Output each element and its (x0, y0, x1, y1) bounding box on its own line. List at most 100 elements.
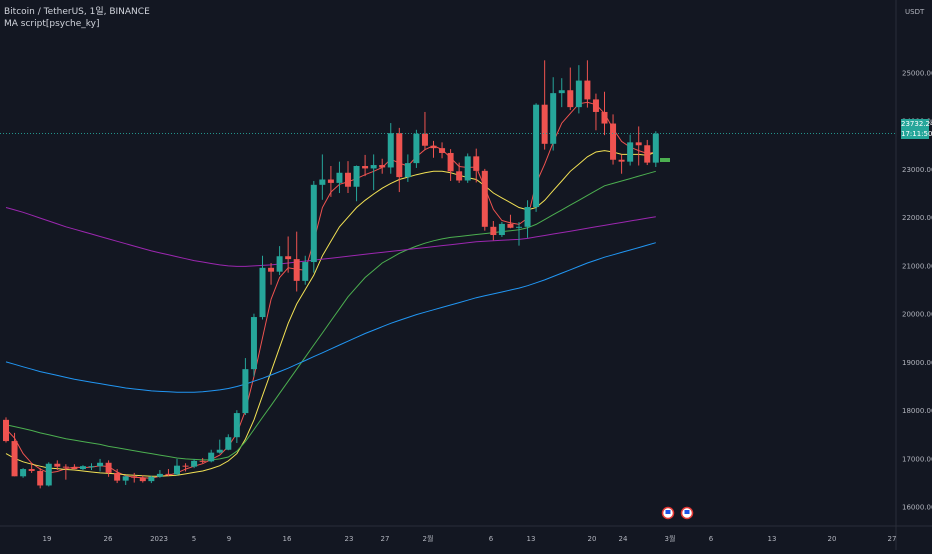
candle-body (285, 256, 292, 260)
candle-body (490, 226, 497, 236)
candle (524, 200, 531, 238)
candle-body (507, 223, 514, 228)
candle-body (293, 259, 300, 281)
moving-averages (5, 101, 656, 479)
candle-body (276, 256, 283, 272)
time-tick-label: 2월 (423, 534, 434, 543)
candle (11, 432, 18, 477)
candle-body (131, 476, 138, 478)
candle-body (575, 80, 582, 108)
candle (242, 358, 249, 416)
time-tick-label: 6 (489, 535, 494, 543)
ma-line-0 (5, 101, 656, 479)
price-tick-label: 20000.00 (902, 311, 932, 319)
candle-body (592, 99, 599, 112)
candle-body (550, 93, 557, 144)
time-tick-label: 9 (227, 535, 231, 543)
candle-body (45, 463, 52, 486)
candle-body (28, 469, 35, 471)
candle (567, 67, 574, 111)
price-tick-label: 16000.00 (902, 504, 932, 512)
candle (165, 469, 172, 477)
candle-body (208, 452, 215, 462)
candle-body (644, 145, 651, 163)
candle (362, 154, 369, 177)
candle (550, 77, 557, 151)
candle (233, 410, 240, 443)
candle (20, 468, 27, 478)
candle (216, 439, 223, 454)
candle (558, 78, 565, 108)
overlays (0, 133, 896, 520)
candle-body (498, 223, 505, 236)
candle (97, 458, 104, 472)
candle (37, 468, 44, 489)
currency-label[interactable]: USDT (905, 8, 925, 16)
candle (627, 134, 634, 166)
ma-line-4 (5, 242, 656, 393)
candle-body (652, 133, 659, 163)
price-tick-label: 21000.00 (902, 262, 932, 270)
candle-body (370, 165, 377, 169)
candle (28, 463, 35, 473)
candle (379, 158, 386, 174)
candle (139, 475, 146, 483)
candle (268, 263, 275, 285)
symbol-title[interactable]: Bitcoin / TetherUS, 1일, BINANCE (4, 7, 150, 17)
candle-body (71, 467, 78, 470)
candle (481, 168, 488, 231)
candle (182, 463, 189, 472)
candle-body (97, 462, 104, 467)
time-tick-label: 19 (43, 535, 52, 543)
candle-body (396, 133, 403, 178)
candle (507, 214, 514, 229)
candle (447, 149, 454, 181)
calendar-event-icon[interactable] (680, 506, 694, 520)
candle (413, 129, 420, 168)
indicator-title[interactable]: MA script[psyche_ky] (4, 19, 100, 29)
candle-body (404, 163, 411, 178)
candle-body (216, 449, 223, 453)
candle (533, 103, 540, 212)
candle-body (421, 133, 428, 146)
candle-body (481, 170, 488, 227)
time-tick-label: 20 (588, 535, 597, 543)
candle (592, 93, 599, 131)
candle-body (618, 159, 625, 162)
time-tick-label: 3월 (665, 534, 676, 543)
candle-body (319, 179, 326, 185)
candle (148, 475, 155, 484)
candle-body (362, 166, 369, 169)
candle-body (268, 267, 275, 272)
candle-body (310, 184, 317, 263)
candle-body (558, 90, 565, 94)
candle-body (259, 267, 266, 318)
candle-body (233, 413, 240, 438)
candle-body (353, 166, 360, 187)
candle (114, 469, 121, 484)
candle-body (345, 172, 351, 187)
candle-body (447, 152, 454, 172)
candle-body (327, 179, 334, 183)
candle (208, 449, 215, 463)
time-tick-label: 26 (104, 535, 113, 543)
candle (498, 221, 505, 237)
price-tick-label: 18000.00 (902, 407, 932, 415)
candle (310, 180, 317, 273)
candle-body (250, 317, 257, 370)
candle-body (516, 226, 522, 228)
candle-body (379, 165, 386, 168)
candle (105, 460, 112, 477)
candle (396, 127, 403, 193)
candle-body (165, 473, 172, 475)
candle-body (464, 156, 471, 181)
calendar-event-icon[interactable] (661, 506, 675, 520)
candle (250, 313, 257, 377)
time-tick-label: 2023 (150, 535, 168, 543)
ma-line-2 (5, 170, 656, 461)
candle-body (635, 142, 642, 146)
candle-body (387, 133, 394, 168)
